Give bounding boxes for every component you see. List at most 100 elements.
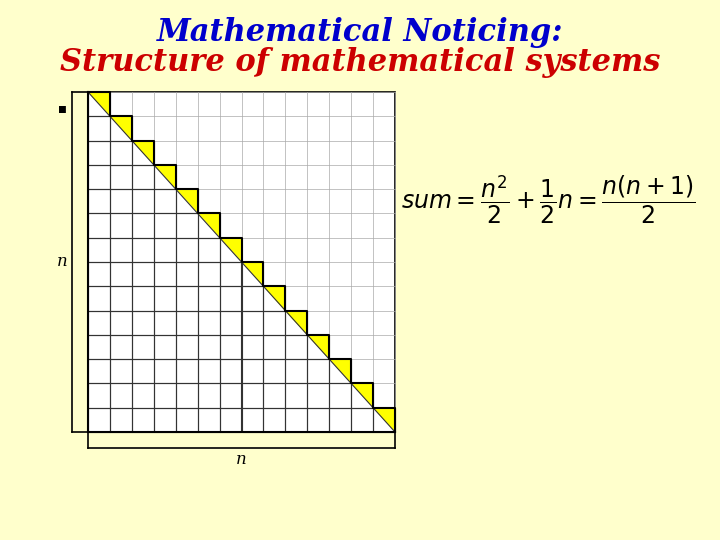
Bar	[110, 213, 132, 238]
Bar	[88, 165, 110, 189]
Polygon shape	[373, 408, 395, 432]
Bar	[110, 238, 132, 262]
Polygon shape	[241, 262, 264, 286]
Bar	[198, 238, 220, 262]
Bar	[132, 310, 154, 335]
Bar	[88, 189, 110, 213]
Bar	[285, 383, 307, 408]
Bar	[176, 335, 198, 359]
Bar	[88, 116, 110, 140]
Bar	[351, 408, 373, 432]
Bar	[88, 92, 110, 116]
Bar	[110, 262, 132, 286]
Bar	[110, 286, 132, 310]
Bar	[198, 213, 220, 238]
Bar	[88, 408, 110, 432]
Bar	[88, 383, 110, 408]
Bar	[264, 286, 285, 310]
Bar	[264, 310, 285, 335]
Bar	[307, 383, 329, 408]
Bar	[88, 286, 110, 310]
Bar	[285, 408, 307, 432]
Bar	[110, 335, 132, 359]
Bar	[198, 408, 220, 432]
Bar	[220, 408, 241, 432]
Bar	[132, 262, 154, 286]
Bar	[110, 383, 132, 408]
Bar	[132, 238, 154, 262]
Bar	[132, 408, 154, 432]
Polygon shape	[351, 383, 373, 408]
Bar	[154, 189, 176, 213]
Bar	[88, 92, 395, 432]
Bar	[220, 262, 241, 286]
Bar	[88, 310, 110, 335]
Text: Structure of mathematical systems: Structure of mathematical systems	[60, 46, 660, 78]
Bar	[285, 359, 307, 383]
Bar	[220, 310, 241, 335]
Bar	[88, 213, 110, 238]
Polygon shape	[285, 310, 307, 335]
Bar	[88, 335, 110, 359]
Bar	[176, 286, 198, 310]
Bar	[198, 359, 220, 383]
Bar	[176, 408, 198, 432]
Polygon shape	[264, 286, 285, 310]
Bar	[285, 310, 307, 335]
Bar	[176, 189, 198, 213]
Bar	[329, 408, 351, 432]
Bar	[220, 359, 241, 383]
Polygon shape	[110, 116, 132, 140]
Bar	[154, 383, 176, 408]
Bar	[132, 383, 154, 408]
Bar	[264, 408, 285, 432]
Bar	[285, 335, 307, 359]
Bar	[307, 408, 329, 432]
Polygon shape	[329, 359, 351, 383]
Bar	[198, 286, 220, 310]
Text: $\mathit{sum} = \dfrac{n^2}{2} + \dfrac{1}{2}n = \dfrac{n(n+1)}{2}$: $\mathit{sum} = \dfrac{n^2}{2} + \dfrac{…	[400, 174, 696, 226]
Bar	[176, 238, 198, 262]
Bar	[373, 408, 395, 432]
Bar	[198, 383, 220, 408]
Text: n: n	[57, 253, 68, 271]
Bar	[88, 262, 110, 286]
Bar	[198, 335, 220, 359]
Polygon shape	[176, 189, 198, 213]
Bar	[132, 335, 154, 359]
Bar	[154, 165, 176, 189]
Bar	[110, 189, 132, 213]
Bar	[132, 359, 154, 383]
Bar	[176, 310, 198, 335]
Bar	[307, 335, 329, 359]
Bar	[154, 213, 176, 238]
Text: Mathematical Noticing:: Mathematical Noticing:	[157, 17, 563, 48]
Bar	[241, 408, 264, 432]
Bar	[110, 310, 132, 335]
Bar	[198, 310, 220, 335]
Bar	[154, 238, 176, 262]
Bar	[110, 116, 132, 140]
Bar	[241, 262, 264, 286]
Bar	[88, 140, 110, 165]
Bar	[132, 140, 154, 165]
Polygon shape	[154, 165, 176, 189]
Bar	[154, 310, 176, 335]
Bar	[329, 383, 351, 408]
Bar	[198, 262, 220, 286]
Bar	[132, 165, 154, 189]
Bar	[88, 359, 110, 383]
Text: n: n	[236, 450, 247, 468]
Polygon shape	[198, 213, 220, 238]
Bar	[264, 335, 285, 359]
Polygon shape	[88, 92, 110, 116]
Bar	[154, 359, 176, 383]
Bar	[351, 383, 373, 408]
Bar	[132, 213, 154, 238]
Bar	[220, 383, 241, 408]
Polygon shape	[220, 238, 241, 262]
Bar	[154, 286, 176, 310]
Polygon shape	[132, 140, 154, 165]
Bar	[220, 335, 241, 359]
Bar	[176, 262, 198, 286]
